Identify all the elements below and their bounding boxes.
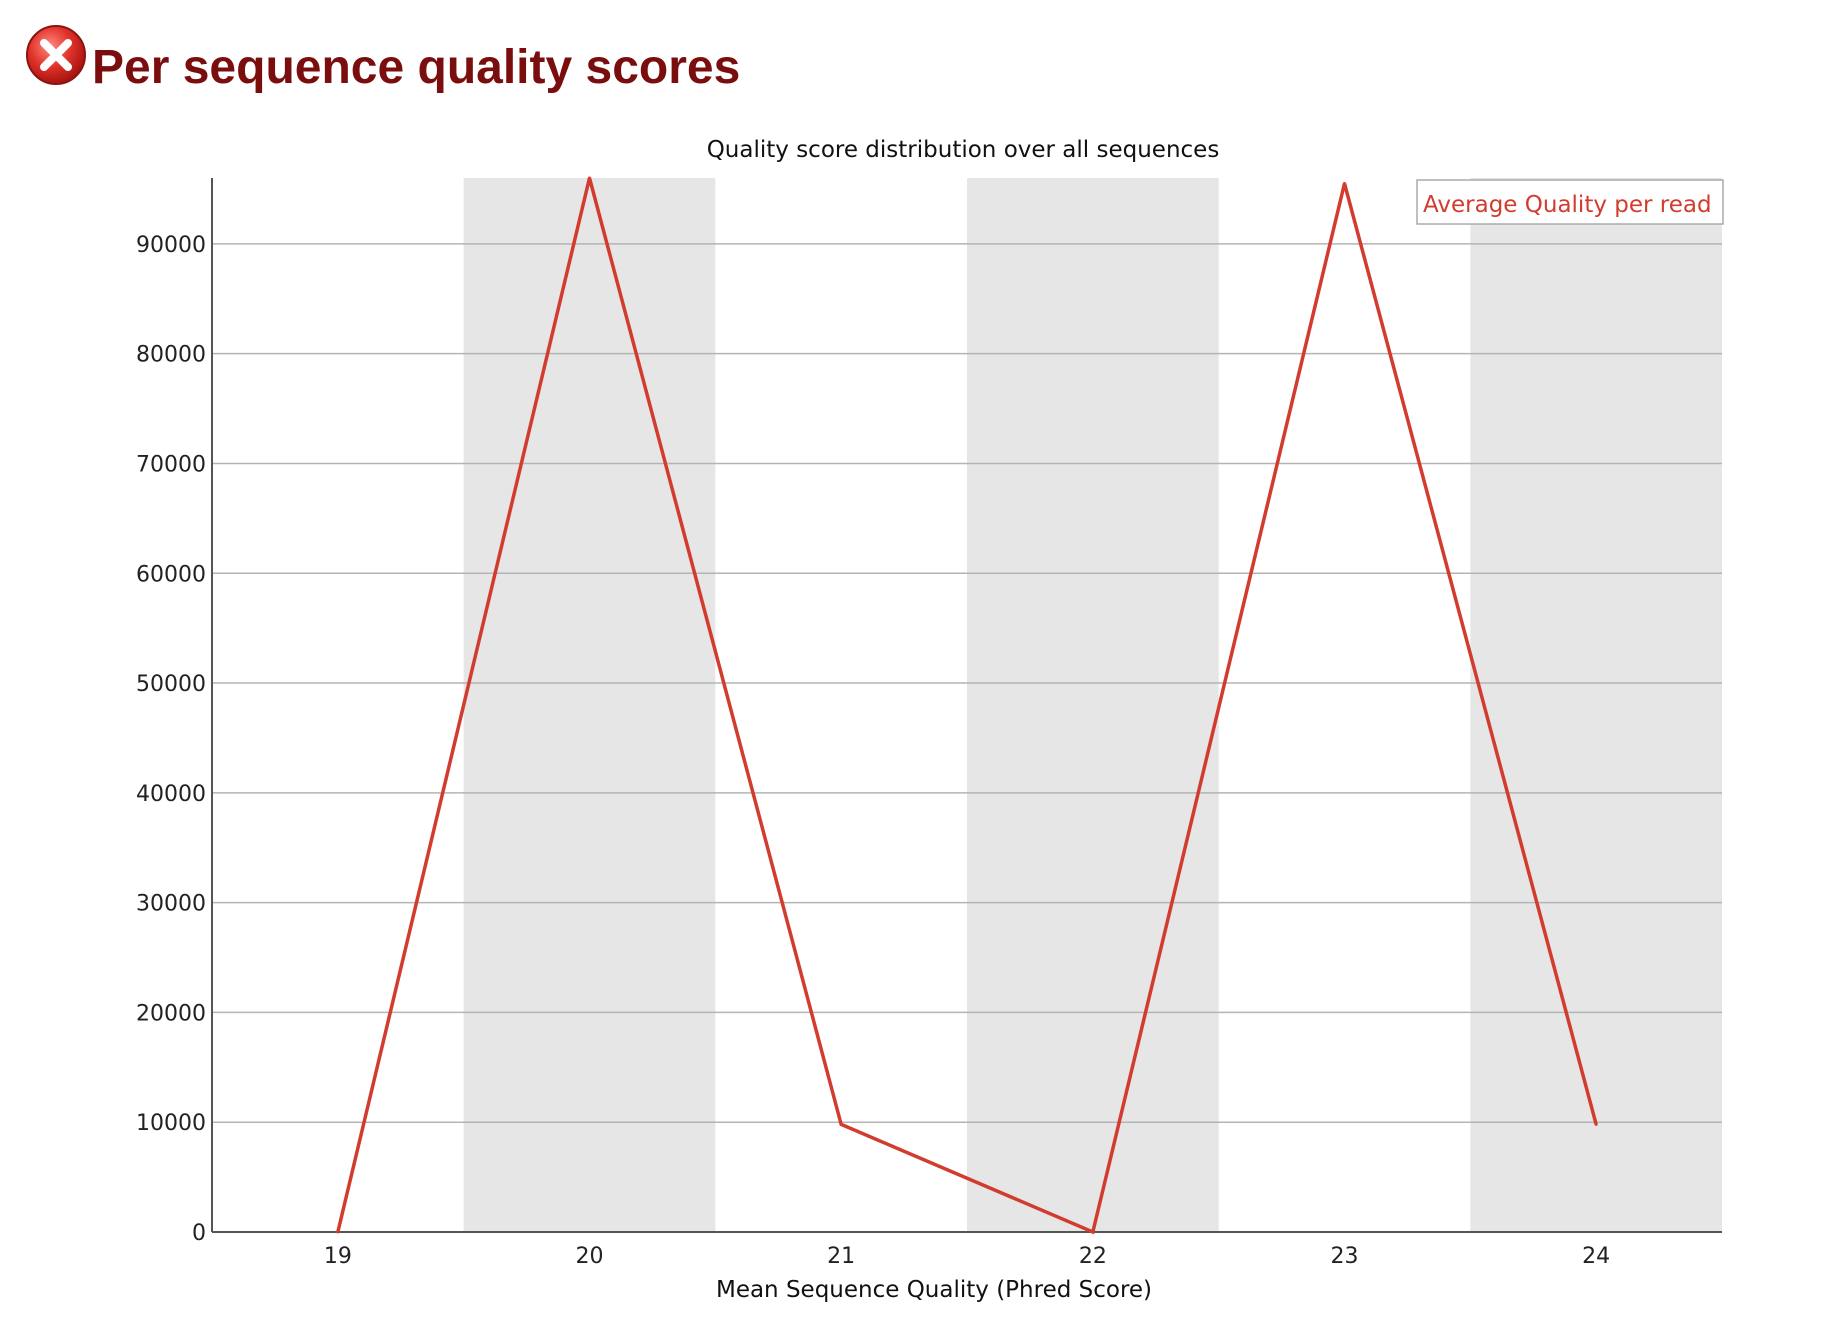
y-tick-label: 0 [192, 1221, 206, 1246]
chart-title: Quality score distribution over all sequ… [707, 137, 1220, 163]
alternating-bands [463, 178, 1722, 1232]
x-tick-label: 23 [1331, 1244, 1359, 1269]
legend-label: Average Quality per read [1423, 192, 1712, 218]
y-tick-label: 50000 [136, 672, 206, 697]
series-line-0 [336, 177, 1598, 1235]
band-x-20 [463, 178, 716, 1232]
x-tick-label: 24 [1582, 1244, 1610, 1269]
data-point [1091, 1230, 1095, 1234]
legend-box [1416, 179, 1724, 225]
band-x-22 [967, 178, 1219, 1232]
module-header: Per sequence quality scores [24, 22, 740, 102]
page-title: Per sequence quality scores [92, 41, 741, 94]
y-tick-labels: 0 10000 20000 30000 40000 50000 60000 70000 8000… [136, 233, 206, 1246]
data-point [1343, 181, 1346, 185]
x-tick-label: 21 [827, 1244, 855, 1269]
y-tick-label: 30000 [136, 892, 206, 917]
y-tick-label: 90000 [136, 233, 206, 258]
gridlines [212, 243, 1722, 1123]
band-x-24 [1470, 178, 1722, 1232]
y-tick-label: 80000 [136, 343, 206, 368]
y-tick-label: 10000 [136, 1111, 206, 1136]
x-tick-label: 20 [576, 1244, 604, 1269]
y-tick-label: 60000 [136, 562, 206, 587]
data-point [839, 1122, 843, 1126]
x-tick-labels: 19 20 21 22 23 24 [324, 1244, 1610, 1269]
y-tick-label: 20000 [136, 1001, 206, 1026]
data-point [336, 1230, 340, 1234]
x-axis-title: Mean Sequence Quality (Phred Score) [716, 1277, 1152, 1303]
y-tick-label: 70000 [136, 452, 206, 477]
data-point [1594, 1122, 1598, 1126]
y-tick-label: 40000 [136, 782, 206, 807]
axes [211, 178, 1722, 1233]
legend: Average Quality per read [1416, 179, 1724, 225]
series-lines [336, 176, 1598, 1235]
x-tick-label: 22 [1079, 1244, 1107, 1269]
x-tick-label: 19 [324, 1244, 352, 1269]
data-point [588, 176, 591, 180]
error-x-circle-icon [26, 25, 86, 85]
